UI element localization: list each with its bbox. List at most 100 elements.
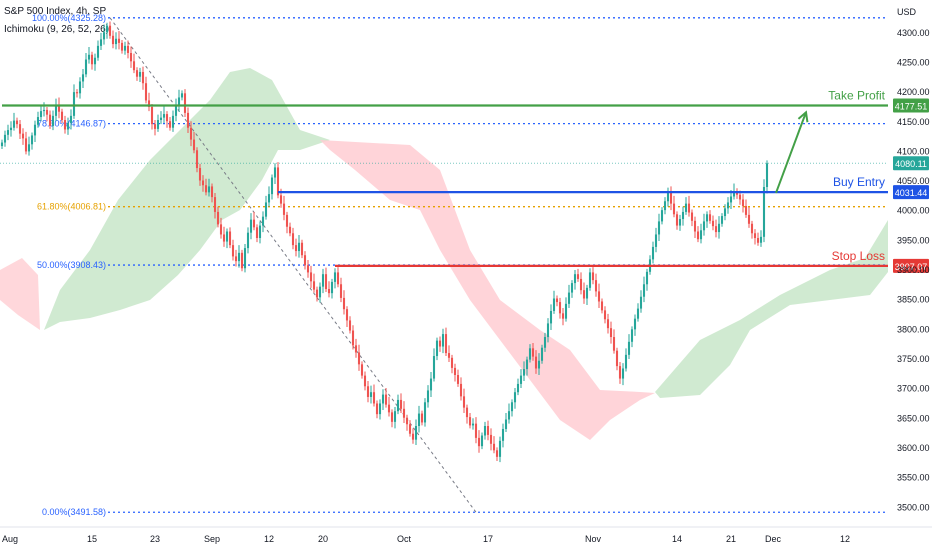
candle-body: [36, 117, 40, 125]
candle-body: [120, 42, 124, 51]
candle-body: [237, 252, 241, 262]
candle-body: [327, 289, 331, 294]
candle-body: [417, 413, 421, 427]
candle-body: [447, 353, 451, 358]
last-price-tag: [893, 156, 929, 171]
candle-body: [654, 234, 658, 247]
candle-body: [231, 245, 235, 257]
candle-body: [372, 392, 376, 404]
price-tick-label: 4250.00: [897, 57, 930, 67]
candle-body: [114, 38, 118, 45]
candle-body: [684, 203, 688, 212]
candle-body: [174, 105, 178, 116]
candle-body: [483, 426, 487, 436]
candle-body: [486, 426, 490, 435]
candle-body: [339, 284, 343, 298]
candle-body: [183, 93, 187, 113]
candle-body: [492, 443, 496, 451]
candle-body: [414, 426, 418, 440]
candle-body: [69, 115, 73, 123]
candle-body: [195, 150, 199, 169]
candle-body: [552, 298, 556, 311]
time-tick-label: Nov: [585, 534, 602, 544]
candle-body: [657, 221, 661, 235]
candle-body: [243, 248, 247, 269]
candle-body: [642, 284, 646, 297]
candle-body: [3, 134, 7, 143]
candle-body: [111, 35, 115, 45]
candle-body: [588, 272, 592, 288]
candle-body: [639, 296, 643, 309]
candle-body: [669, 192, 673, 204]
candle-body: [513, 392, 517, 403]
candle-body: [690, 212, 694, 221]
candle-body: [312, 281, 316, 290]
candle-body: [105, 25, 109, 33]
candle-body: [540, 347, 544, 361]
time-tick-label: Oct: [397, 534, 412, 544]
buy-entry-price-tag: [893, 185, 929, 200]
candle-body: [459, 383, 463, 397]
candle-body: [522, 369, 526, 376]
take-profit-price-tag: [893, 98, 929, 113]
candle-body: [732, 191, 736, 197]
candle-body: [72, 92, 76, 116]
candle-body: [504, 419, 508, 429]
candle-body: [444, 334, 448, 354]
candle-body: [744, 205, 748, 215]
candle-body: [630, 329, 634, 342]
price-tick-label: 3950.00: [897, 235, 930, 245]
candle-body: [615, 350, 619, 367]
candle-body: [264, 202, 268, 217]
candle-body: [186, 112, 190, 128]
stop-loss-price-label: 3907.07: [895, 262, 928, 272]
candle-body: [546, 323, 550, 338]
candle-body: [453, 367, 457, 376]
candle-body: [660, 210, 664, 222]
candle-body: [627, 341, 631, 355]
candle-body: [216, 211, 220, 225]
fib-level-label: 100.00%(4325.28): [32, 13, 106, 23]
candle-body: [96, 45, 100, 58]
candle-body: [156, 120, 160, 129]
fib-level-label: 50.00%(3908.43): [37, 260, 106, 270]
candle-body: [228, 231, 232, 246]
candle-body: [555, 298, 559, 303]
candle-body: [306, 265, 310, 273]
cloud-red-early: [0, 258, 40, 330]
candle-body: [93, 57, 97, 65]
candle-body: [285, 214, 289, 227]
candle-body: [135, 70, 139, 77]
candle-body: [702, 221, 706, 231]
candle-body: [591, 272, 595, 281]
candle-body: [429, 378, 433, 391]
price-tick-label: 3900.00: [897, 265, 930, 275]
axis-currency-label: USD: [897, 7, 917, 17]
price-tick-label: 3650.00: [897, 413, 930, 423]
candle-body: [636, 308, 640, 319]
candle-body: [393, 411, 397, 422]
candle-body: [729, 196, 733, 203]
candle-body: [678, 219, 682, 226]
candle-body: [525, 359, 529, 370]
candle-body: [258, 225, 262, 239]
candle-body: [765, 163, 769, 188]
candle-body: [471, 423, 475, 426]
time-tick-label: 20: [318, 534, 328, 544]
candle-body: [450, 357, 454, 368]
candle-body: [405, 417, 409, 425]
candle-body: [210, 186, 214, 198]
candle-body: [672, 203, 676, 215]
candle-body: [585, 287, 589, 299]
candle-body: [225, 231, 229, 242]
price-tick-label: 3800.00: [897, 324, 930, 334]
candle-body: [102, 32, 106, 40]
candle-body: [99, 39, 103, 46]
candle-body: [234, 256, 238, 262]
candle-body: [432, 356, 436, 379]
candle-body: [378, 403, 382, 415]
candle-body: [354, 345, 358, 353]
candle-body: [609, 328, 613, 338]
candle-body: [63, 120, 67, 130]
